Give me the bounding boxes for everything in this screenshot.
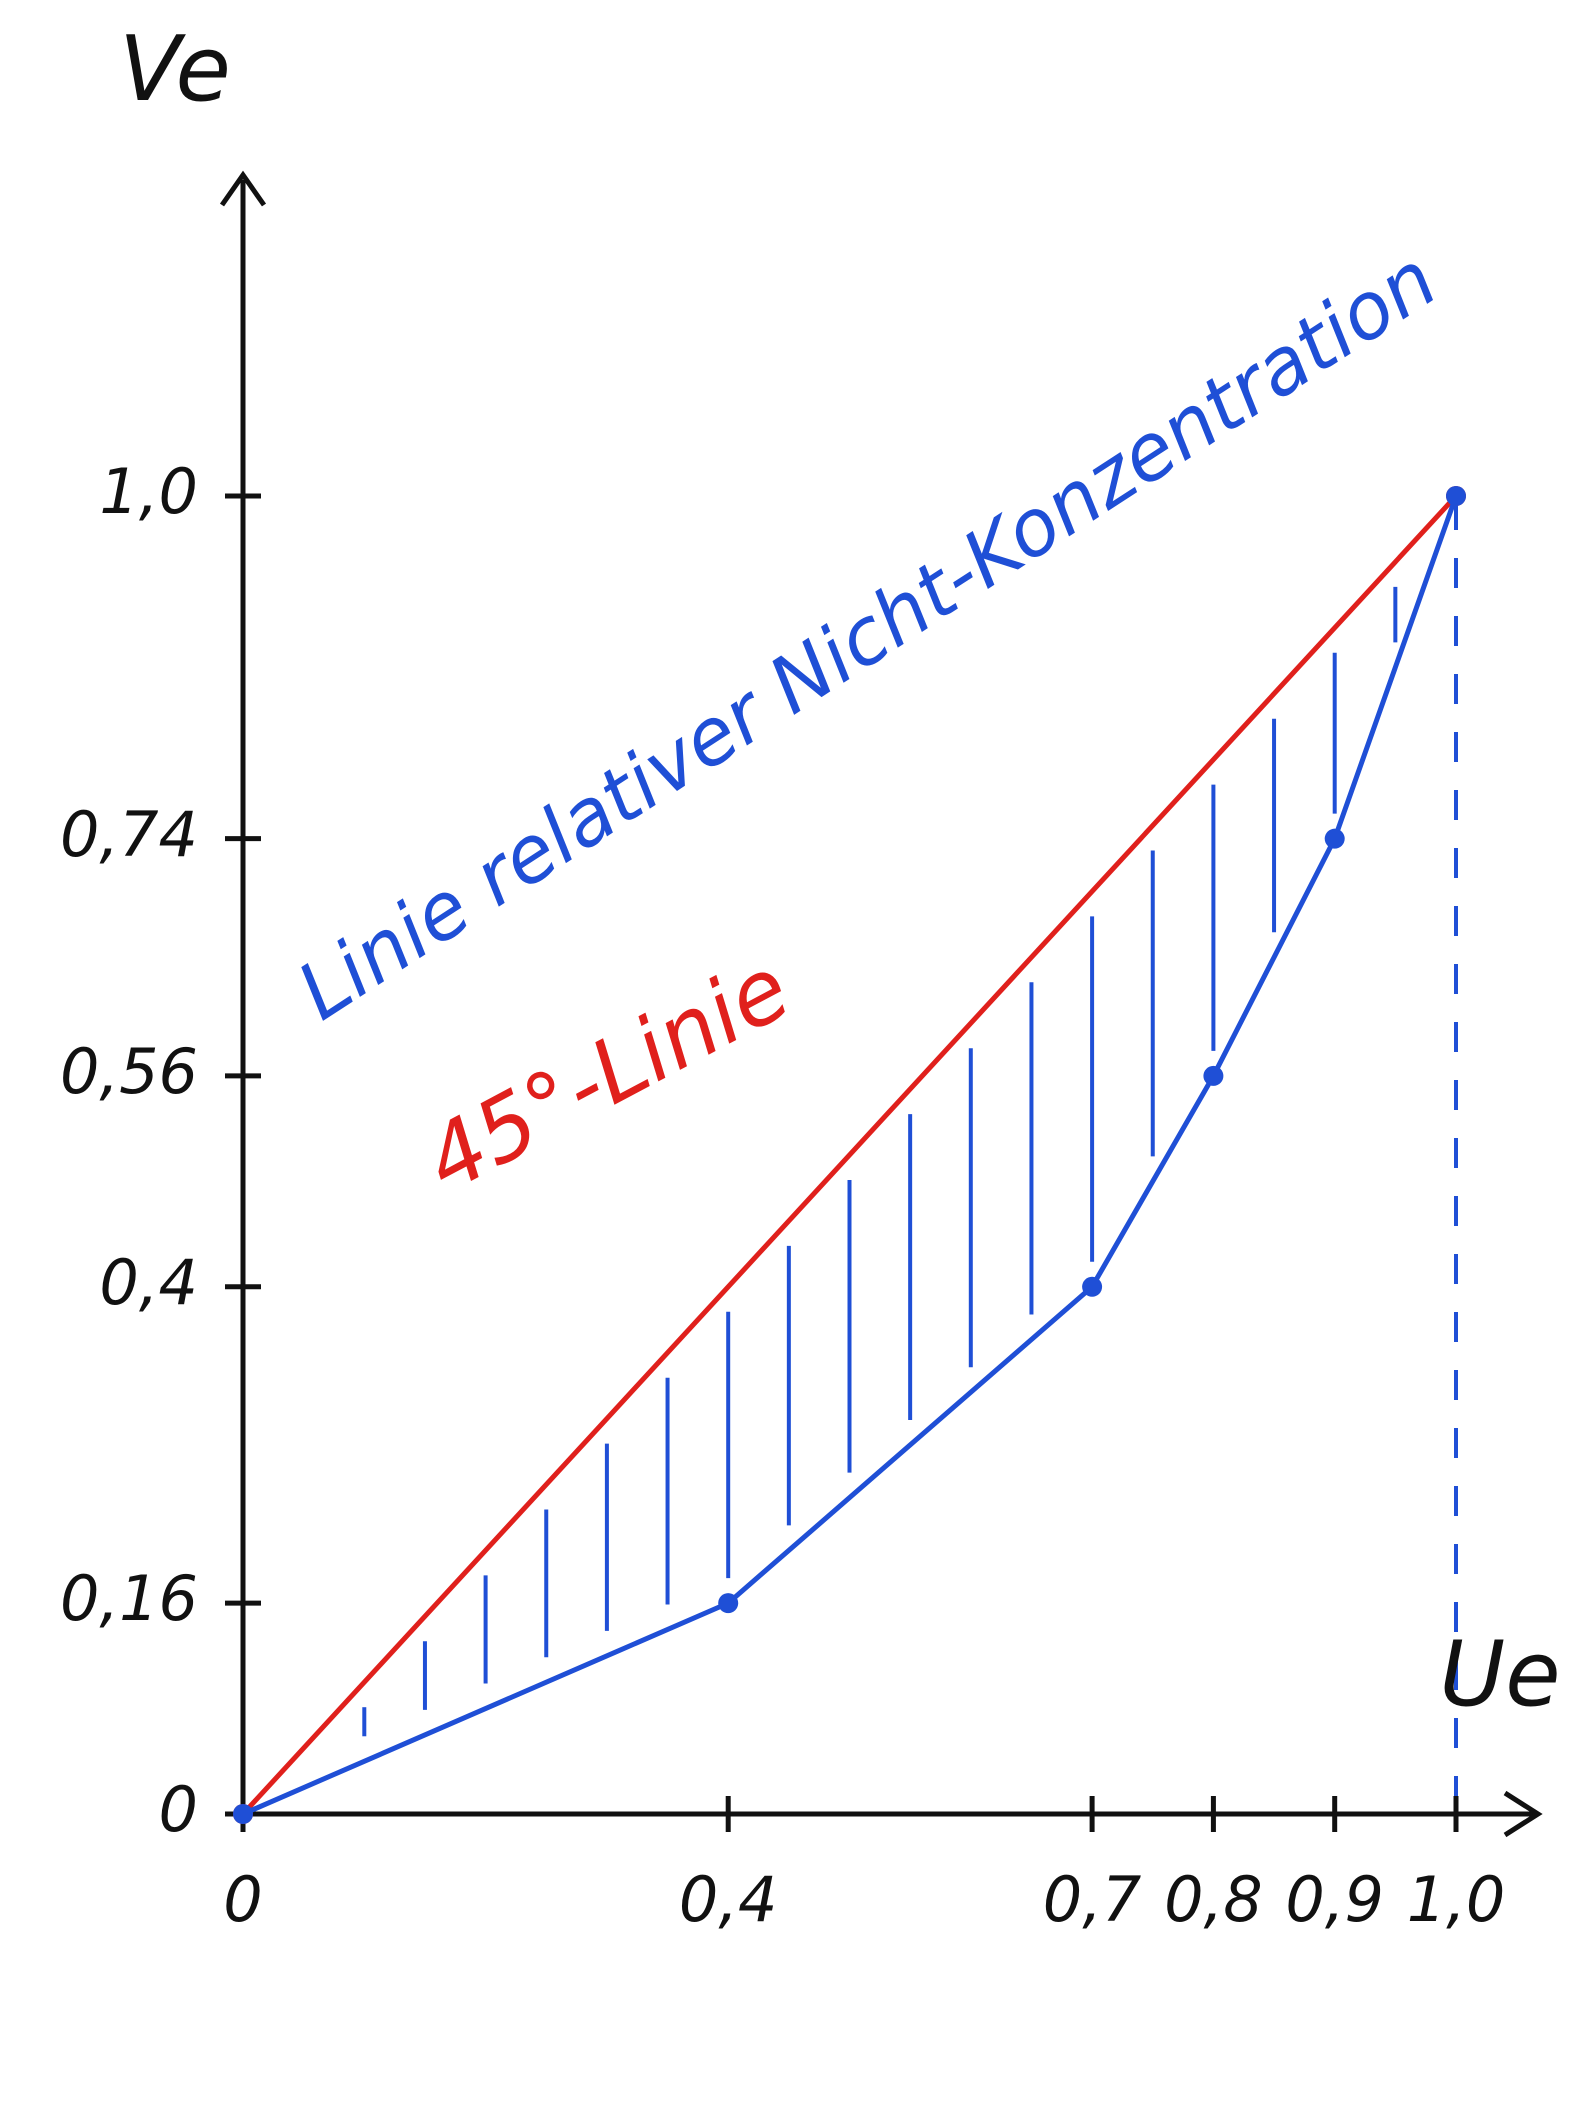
y-tick-label: 1,0 (99, 455, 198, 528)
data-point (1325, 829, 1345, 849)
x-axis-label: Ue (1439, 1622, 1560, 1727)
x-tick-label: 0,8 (1164, 1863, 1263, 1936)
y-tick-label: 0 (159, 1773, 198, 1846)
annotation: 45°-Linie (408, 936, 806, 1213)
page: Ve Ue 0 0,16 0,4 0,56 0,74 1,0 0 0,4 0,7 0,8 0,9 1,… (0, 0, 1575, 2103)
data-point (718, 1593, 738, 1613)
y-tick-label: 0,4 (99, 1246, 198, 1319)
data-point (1082, 1277, 1102, 1297)
y-tick-label: 0,74 (60, 798, 198, 871)
data-point (233, 1804, 253, 1824)
x-tick-label: 0 (223, 1863, 262, 1936)
x-tick-label: 0,7 (1043, 1863, 1142, 1936)
y-tick-label: 0,56 (60, 1035, 198, 1108)
y-tick-label: 0,16 (60, 1562, 198, 1635)
x-tick-label: 0,9 (1285, 1863, 1384, 1936)
y-axis-label: Ve (119, 17, 231, 122)
x-tick-label: 0,4 (679, 1863, 778, 1936)
chart: Ve Ue 0 0,16 0,4 0,56 0,74 1,0 0 0,4 0,7 0,8 0,9 1,… (0, 0, 1575, 2103)
annotation: Linie relativer Nicht-Konzentration (283, 234, 1453, 1037)
data-point (1203, 1066, 1223, 1086)
x-tick-label: 1,0 (1407, 1863, 1506, 1936)
data-point (1446, 486, 1466, 506)
